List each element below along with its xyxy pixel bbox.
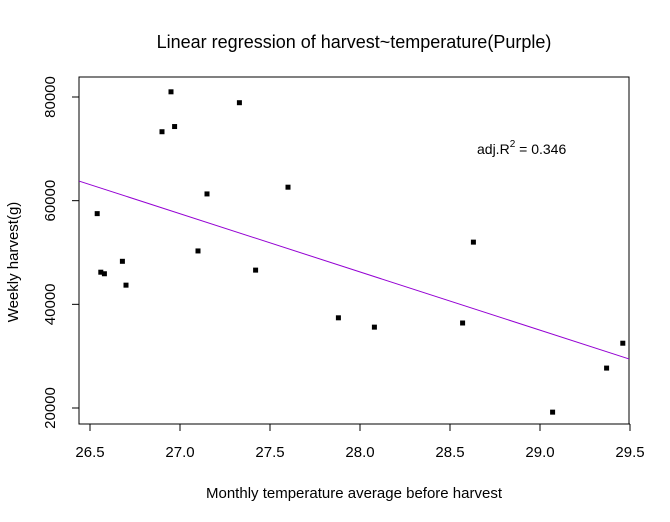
data-point — [123, 282, 129, 288]
chart-title: Linear regression of harvest~temperature… — [157, 32, 552, 52]
x-axis-label: Monthly temperature average before harve… — [206, 485, 503, 502]
data-point — [101, 271, 107, 277]
data-point — [195, 248, 201, 254]
x-axis: 26.5 27.0 27.5 28.0 28.5 29.0 29.5 — [75, 423, 645, 461]
x-tick-label: 27.0 — [165, 444, 194, 461]
x-tick-label: 28.0 — [345, 444, 374, 461]
data-point — [371, 324, 377, 330]
data-point — [285, 184, 291, 190]
data-point — [253, 267, 259, 273]
x-tick-label: 28.5 — [435, 444, 464, 461]
y-axis: 20000 40000 60000 80000 — [42, 76, 80, 429]
x-tick-label: 29.0 — [525, 444, 554, 461]
data-point — [159, 129, 165, 135]
data-point — [98, 269, 104, 275]
x-tick-label: 29.5 — [615, 444, 644, 461]
x-tick-label: 27.5 — [255, 444, 284, 461]
data-point — [470, 239, 476, 245]
data-point — [204, 191, 210, 197]
data-point — [620, 340, 626, 346]
data-point — [94, 211, 100, 217]
y-tick-label: 40000 — [42, 283, 59, 325]
regression-line — [78, 180, 630, 360]
data-point — [460, 320, 466, 326]
y-tick-label: 60000 — [42, 180, 59, 222]
adj-r2-annotation: adj.R2 = 0.346 — [477, 139, 566, 157]
data-point — [236, 100, 242, 106]
data-point — [168, 89, 174, 95]
data-points — [94, 89, 626, 415]
data-point — [550, 409, 556, 415]
data-point — [119, 258, 125, 264]
data-point — [172, 124, 178, 130]
plot-frame — [78, 76, 630, 425]
y-tick-label: 80000 — [42, 76, 59, 118]
data-point — [604, 365, 610, 371]
x-tick-label: 26.5 — [75, 444, 104, 461]
y-tick-label: 20000 — [42, 387, 59, 429]
y-axis-label: Weekly harvest(g) — [5, 202, 22, 323]
data-point — [335, 315, 341, 321]
